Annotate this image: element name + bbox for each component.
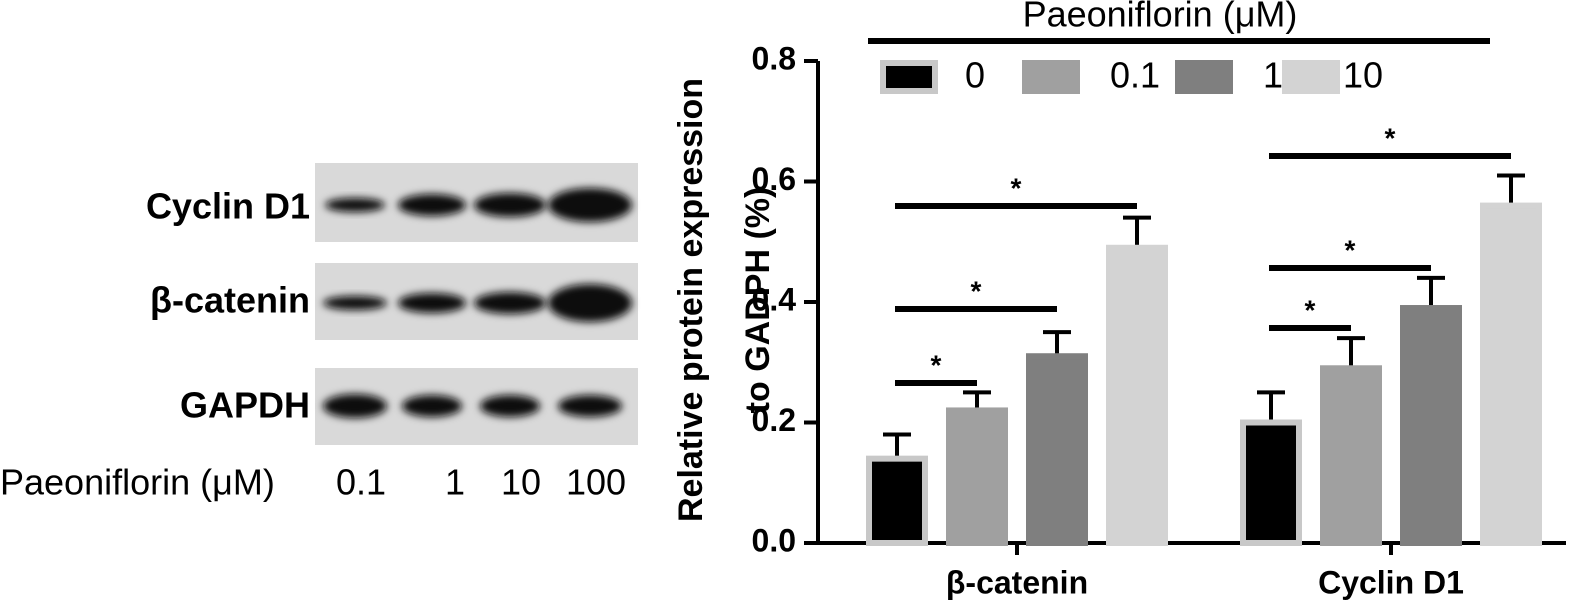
bar	[1480, 202, 1542, 546]
y-tick-label: 0.2	[752, 402, 796, 438]
blot-band	[398, 194, 466, 216]
significance-label: *	[1385, 122, 1396, 153]
significance-label: *	[1011, 172, 1022, 203]
bar	[1240, 419, 1302, 546]
blot-band	[474, 292, 546, 314]
bar	[1320, 365, 1382, 546]
blot-row-label: β-catenin	[150, 280, 310, 321]
error-bar	[1497, 173, 1525, 206]
y-axis-label: to GADPH (%)	[739, 187, 777, 414]
blot-row-label: Cyclin D1	[146, 186, 310, 227]
y-tick-label: 0.4	[752, 281, 797, 317]
error-bar	[963, 390, 991, 411]
blot-band	[548, 284, 632, 322]
error-bar	[1257, 390, 1285, 423]
bar	[1106, 244, 1168, 546]
blot-band	[548, 188, 632, 222]
y-tick-label: 0.0	[752, 522, 796, 558]
legend-label: 0.1	[1110, 55, 1160, 96]
blot-band	[402, 395, 462, 417]
blot-band	[480, 395, 540, 417]
legend-swatch	[880, 60, 938, 94]
bar	[946, 407, 1008, 547]
legend-label: 0	[965, 55, 985, 96]
legend-label: 1	[1263, 55, 1283, 96]
blot-band	[325, 198, 385, 212]
blot-band	[398, 293, 466, 313]
error-bar	[883, 432, 911, 459]
lane-label: 0.1	[336, 462, 386, 503]
significance-label: *	[971, 275, 982, 306]
legend-swatch	[1175, 60, 1233, 94]
error-bar	[1337, 336, 1365, 369]
blot-band	[323, 394, 387, 418]
x-tick-label: β-catenin	[946, 564, 1088, 600]
blot-row-label: GAPDH	[180, 385, 310, 426]
blot-band	[474, 193, 546, 217]
treatment-label: Paeoniflorin (μM)	[0, 462, 275, 503]
legend-swatch	[1022, 60, 1080, 94]
legend-swatch	[1282, 60, 1340, 94]
lane-label: 100	[566, 462, 626, 503]
bar	[1026, 353, 1088, 546]
legend-label: 10	[1343, 55, 1383, 96]
blot-band	[558, 395, 622, 417]
blot-band	[323, 296, 387, 310]
significance-label: *	[931, 349, 942, 380]
legend-title: Paeoniflorin (μM)	[1023, 0, 1298, 35]
bar	[1400, 305, 1462, 546]
y-tick-label: 0.6	[752, 161, 796, 197]
lane-label: 1	[445, 462, 465, 503]
lane-label: 10	[501, 462, 541, 503]
bar	[866, 455, 928, 546]
x-tick-label: Cyclin D1	[1318, 564, 1464, 600]
error-bar	[1043, 330, 1071, 357]
significance-label: *	[1345, 234, 1356, 265]
significance-label: *	[1305, 294, 1316, 325]
error-bar	[1123, 215, 1151, 248]
blot-bands	[323, 188, 632, 418]
y-axis-label: Relative protein expression	[672, 78, 710, 522]
error-bar	[1417, 275, 1445, 309]
y-tick-label: 0.8	[752, 40, 796, 76]
